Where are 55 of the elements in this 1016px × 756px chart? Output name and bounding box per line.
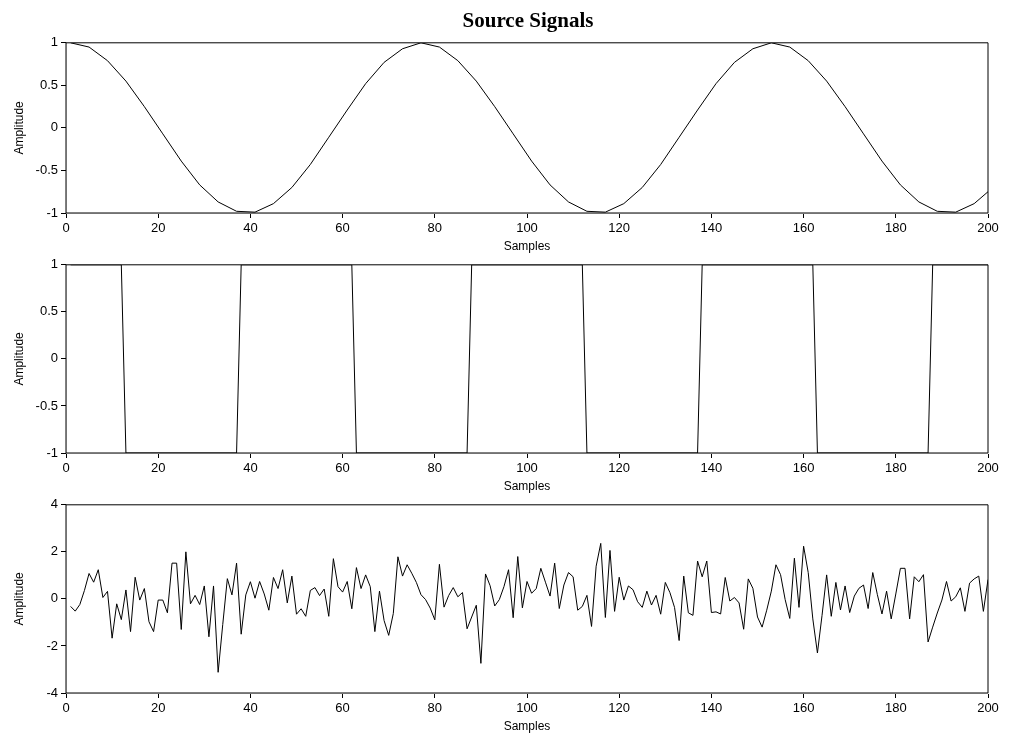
x-axis-title: Samples xyxy=(503,479,551,494)
x-tick-label: 100 xyxy=(516,700,538,716)
x-tick-label: 200 xyxy=(977,460,999,476)
x-tick-label: 0 xyxy=(62,220,70,236)
y-tick-label: 0 xyxy=(50,119,58,135)
x-tick-label: 80 xyxy=(427,460,443,476)
y-tick-label: 4 xyxy=(50,496,58,512)
x-tick-label: 140 xyxy=(700,700,723,716)
x-tick-label: 100 xyxy=(516,220,538,236)
x-tick-label: 40 xyxy=(243,700,258,716)
x-tick-label: 20 xyxy=(150,220,166,236)
x-tick-label: 180 xyxy=(884,220,907,236)
y-tick-label: 0 xyxy=(50,590,58,606)
y-axis-title: Amplitude xyxy=(11,331,26,386)
chart-title: Source Signals xyxy=(461,8,595,32)
y-tick-label: -1 xyxy=(46,444,58,460)
y-tick-label: -2 xyxy=(46,637,58,653)
x-tick-label: 80 xyxy=(427,700,443,716)
x-tick-label: 140 xyxy=(700,220,723,236)
y-axis-title: Amplitude xyxy=(11,571,26,626)
y-tick-label: 0.5 xyxy=(39,76,58,92)
x-tick-label: 100 xyxy=(516,460,538,476)
x-tick-label: 200 xyxy=(977,700,999,716)
x-tick-label: 60 xyxy=(335,460,350,476)
x-tick-label: 160 xyxy=(792,700,815,716)
x-tick-label: 0 xyxy=(62,700,70,716)
y-tick-label: 1 xyxy=(50,34,58,50)
x-axis-title: Samples xyxy=(503,719,551,734)
y-tick-label: 2 xyxy=(50,543,58,559)
y-tick-label: 0 xyxy=(50,350,58,366)
x-tick-label: 160 xyxy=(792,220,815,236)
x-tick-label: 40 xyxy=(243,460,258,476)
x-tick-label: 120 xyxy=(608,220,631,236)
y-tick-label: -0.5 xyxy=(35,397,58,413)
y-axis-title: Amplitude xyxy=(11,100,26,155)
y-tick-label: -1 xyxy=(46,204,58,220)
x-tick-label: 60 xyxy=(335,700,350,716)
y-tick-label: 1 xyxy=(50,256,58,272)
x-tick-label: 140 xyxy=(700,460,723,476)
x-tick-label: 180 xyxy=(884,700,907,716)
x-axis-title: Samples xyxy=(503,239,551,254)
x-tick-label: 20 xyxy=(150,460,166,476)
x-tick-label: 80 xyxy=(427,220,443,236)
x-tick-label: 120 xyxy=(608,700,631,716)
x-tick-label: 180 xyxy=(884,460,907,476)
x-tick-label: 160 xyxy=(792,460,815,476)
y-tick-label: 0.5 xyxy=(39,303,58,319)
x-tick-label: 200 xyxy=(977,220,999,236)
x-tick-label: 20 xyxy=(150,700,166,716)
x-tick-label: 0 xyxy=(62,460,70,476)
y-tick-label: -0.5 xyxy=(35,162,58,178)
x-tick-label: 40 xyxy=(243,220,258,236)
y-tick-label: -4 xyxy=(46,684,58,700)
x-tick-label: 120 xyxy=(608,460,631,476)
x-tick-label: 60 xyxy=(335,220,350,236)
